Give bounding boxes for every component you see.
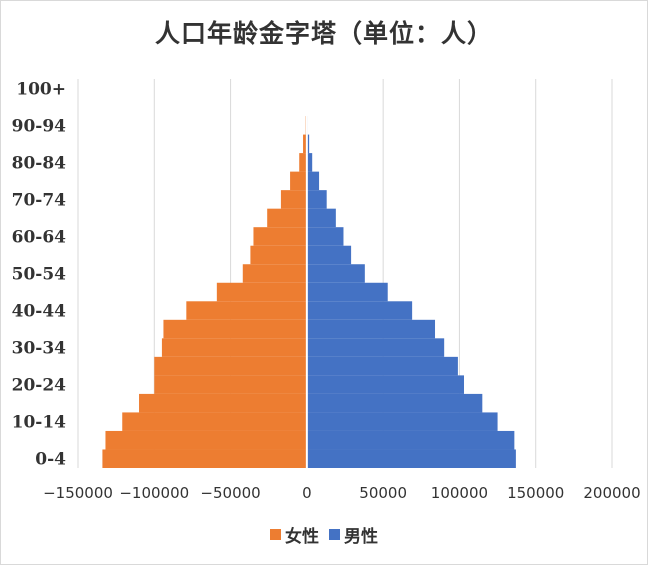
x-tick-label: −50000	[200, 484, 260, 502]
bar-male-5-9	[306, 430, 515, 450]
bar-male-45-49	[306, 282, 388, 302]
x-tick-label: 0	[302, 484, 312, 502]
bar-female-45-49	[216, 282, 307, 302]
x-tick-label: −100000	[119, 484, 189, 502]
y-tick-label: 0-4	[35, 450, 66, 470]
legend: 女性 男性	[0, 522, 648, 547]
bar-female-75-79	[290, 171, 307, 191]
legend-swatch-male	[328, 529, 340, 540]
bar-male-10-14	[306, 412, 498, 431]
y-tick-label: 100+	[16, 79, 66, 99]
bar-female-5-9	[105, 430, 307, 450]
bar-female-55-59	[250, 245, 307, 265]
bar-female-30-34	[161, 338, 307, 357]
bar-male-35-39	[306, 319, 436, 339]
x-tick-label: −150000	[43, 484, 113, 502]
y-tick-label: 60-64	[12, 227, 67, 247]
bar-female-65-69	[267, 208, 307, 228]
chart-title: 人口年龄金字塔（单位：人）	[154, 19, 493, 48]
bar-male-85-89	[306, 134, 310, 154]
y-tick-label: 20-24	[12, 376, 67, 396]
bar-female-85-89	[303, 134, 307, 154]
x-tick-label: 100000	[431, 484, 488, 502]
y-tick-label: 10-14	[12, 413, 67, 433]
bar-male-40-44	[306, 301, 413, 320]
bar-female-40-44	[186, 301, 307, 320]
bar-female-0-4	[102, 449, 307, 468]
bar-male-25-29	[306, 356, 458, 376]
legend-label-male: 男性	[343, 527, 378, 547]
bar-male-50-54	[306, 264, 365, 283]
y-tick-label: 80-84	[12, 153, 67, 173]
bar-female-35-39	[163, 319, 307, 339]
bar-female-20-24	[154, 375, 307, 394]
legend-label-female: 女性	[285, 527, 320, 547]
bar-male-55-59	[306, 245, 352, 265]
bar-female-80-84	[299, 153, 307, 172]
bar-male-15-19	[306, 393, 483, 413]
bar-male-60-64	[306, 227, 344, 246]
bar-male-0-4	[306, 449, 516, 468]
bar-male-80-84	[306, 153, 313, 172]
y-tick-label: 50-54	[12, 265, 67, 285]
x-tick-label: 150000	[507, 484, 564, 502]
x-tick-label: 50000	[359, 484, 407, 502]
bars	[102, 79, 516, 468]
legend-item-male: 男性	[328, 522, 378, 547]
bar-female-15-19	[139, 393, 307, 413]
legend-item-female: 女性	[270, 522, 319, 547]
axes: −150000 −100000 −50000 0 50000 100000 150000 20…	[12, 79, 641, 502]
y-tick-label: 30-34	[12, 339, 67, 359]
bar-female-25-29	[154, 356, 307, 376]
bar-male-65-69	[306, 208, 336, 228]
bar-female-50-54	[242, 264, 307, 283]
bar-female-10-14	[122, 412, 307, 431]
x-tick-label: 200000	[583, 484, 640, 502]
y-tick-label: 40-44	[12, 302, 67, 322]
bar-male-75-79	[306, 171, 320, 191]
bar-male-30-34	[306, 338, 445, 357]
bar-male-70-74	[306, 190, 327, 209]
bar-female-60-64	[253, 227, 307, 246]
bar-male-20-24	[306, 375, 465, 394]
y-tick-label: 70-74	[12, 190, 67, 210]
legend-swatch-female	[270, 529, 282, 540]
bar-female-70-74	[280, 190, 307, 209]
y-tick-label: 90-94	[12, 116, 67, 136]
